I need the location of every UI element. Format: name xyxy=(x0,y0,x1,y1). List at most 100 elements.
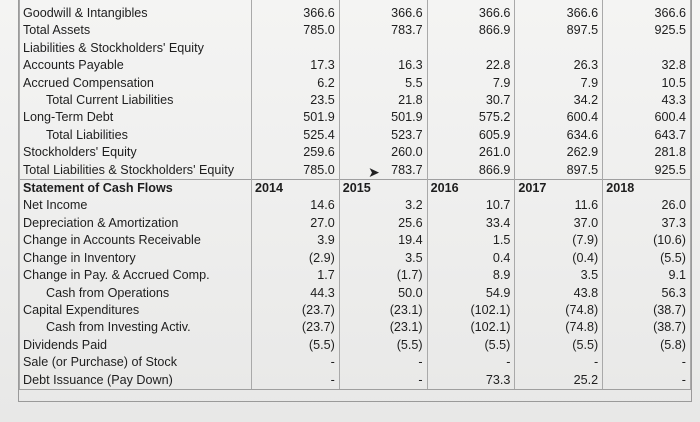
table-row: Long-Term Debt 501.9 501.9 575.2 600.4 600.4 xyxy=(19,109,691,127)
table-row: Stockholders' Equity 259.6 260.0 261.0 262.9… xyxy=(19,144,691,162)
value-cell: 897.5 xyxy=(514,22,604,40)
value-cell: - xyxy=(514,354,604,372)
value-cell: 523.7 xyxy=(338,126,428,145)
row-label: Net Income xyxy=(19,197,252,215)
value-cell: 605.9 xyxy=(426,126,516,145)
value-cell: 925.5 xyxy=(602,161,691,180)
value-cell: (7.9) xyxy=(514,232,604,250)
row-label: Change in Inventory xyxy=(19,249,252,268)
value-cell: (23.1) xyxy=(338,319,428,337)
value-cell: 634.6 xyxy=(514,126,604,145)
value-cell: (5.5) xyxy=(251,336,340,355)
row-label: Capital Expenditures xyxy=(19,301,252,320)
value-cell: (23.1) xyxy=(338,301,428,320)
value-cell: - xyxy=(602,354,691,372)
value-cell: (0.4) xyxy=(514,249,604,268)
row-label: Liabilities & Stockholders' Equity xyxy=(19,39,252,58)
value-cell: - xyxy=(251,354,340,372)
value-cell: - xyxy=(602,371,691,390)
row-label: Long-Term Debt xyxy=(19,109,252,127)
row-label: Debt Issuance (Pay Down) xyxy=(19,371,252,390)
section-title: Statement of Cash Flows xyxy=(19,179,252,198)
table-row: Accrued Compensation 6.2 5.5 7.9 7.9 10.5 xyxy=(19,74,691,93)
value-cell: 23.5 xyxy=(251,92,340,110)
row-label: Change in Pay. & Accrued Comp. xyxy=(19,267,252,285)
value-cell: 643.7 xyxy=(602,126,691,145)
value-cell: 600.4 xyxy=(602,109,691,127)
value-cell: 37.3 xyxy=(602,214,691,233)
value-cell: 21.8 xyxy=(338,92,428,110)
row-label: Dividends Paid xyxy=(19,336,252,355)
value-cell: 19.4 xyxy=(338,232,428,250)
value-cell: - xyxy=(251,371,340,390)
row-label: Total Current Liabilities xyxy=(19,92,252,110)
row-label: Change in Accounts Receivable xyxy=(19,232,252,250)
value-cell xyxy=(514,39,604,58)
value-cell: 33.4 xyxy=(426,214,516,233)
row-label: Accrued Compensation xyxy=(19,74,252,93)
value-cell: 56.3 xyxy=(602,284,691,302)
value-cell: 259.6 xyxy=(251,144,340,162)
value-cell: 8.9 xyxy=(426,267,516,285)
value-cell: (2.9) xyxy=(251,249,340,268)
value-cell: 3.2 xyxy=(338,197,428,215)
value-cell: 0.4 xyxy=(426,249,516,268)
value-cell: 22.8 xyxy=(426,57,516,75)
value-cell: 783.7 xyxy=(338,161,428,180)
value-cell: 366.6 xyxy=(426,0,516,23)
value-cell: (5.8) xyxy=(602,336,691,355)
value-cell: 17.3 xyxy=(251,57,340,75)
value-cell: 366.6 xyxy=(251,0,340,23)
table-row: Total Liabilities 525.4 523.7 605.9 634.6 643… xyxy=(19,126,691,145)
value-cell: (23.7) xyxy=(251,319,340,337)
value-cell: 866.9 xyxy=(426,22,516,40)
value-cell: 366.6 xyxy=(602,0,691,23)
value-cell xyxy=(426,39,516,58)
value-cell: 26.0 xyxy=(602,197,691,215)
value-cell: 26.3 xyxy=(514,57,604,75)
value-cell: 785.0 xyxy=(251,22,340,40)
value-cell: 43.3 xyxy=(602,92,691,110)
value-cell: 785.0 xyxy=(251,161,340,180)
value-cell: 925.5 xyxy=(602,22,691,40)
financial-table: Goodwill & Intangibles 366.6 366.6 366.6 366… xyxy=(19,0,691,390)
table-row: Net Income 14.6 3.2 10.7 11.6 26.0 xyxy=(19,197,691,215)
value-cell: 25.6 xyxy=(338,214,428,233)
value-cell: (5.5) xyxy=(602,249,691,268)
value-cell xyxy=(251,39,340,58)
value-cell: (5.5) xyxy=(426,336,516,355)
value-cell: - xyxy=(338,371,428,390)
value-cell: 7.9 xyxy=(426,74,516,93)
value-cell: 16.3 xyxy=(338,57,428,75)
table-row: Depreciation & Amortization 27.0 25.6 33.4 3… xyxy=(19,214,691,233)
value-cell: 3.5 xyxy=(338,249,428,268)
year-header: 2018 xyxy=(602,179,691,198)
row-label: Cash from Operations xyxy=(19,284,252,302)
row-label: Total Assets xyxy=(19,22,252,40)
value-cell: (38.7) xyxy=(602,301,691,320)
table-row: Sale (or Purchase) of Stock - - - - - xyxy=(19,354,691,372)
value-cell: (23.7) xyxy=(251,301,340,320)
row-label: Total Liabilities xyxy=(19,126,252,145)
value-cell: 1.7 xyxy=(251,267,340,285)
value-cell: 501.9 xyxy=(251,109,340,127)
value-cell: 897.5 xyxy=(514,161,604,180)
table-row: Cash from Investing Activ. (23.7) (23.1) (1… xyxy=(19,319,691,337)
table-row: Goodwill & Intangibles 366.6 366.6 366.6 366… xyxy=(19,0,691,23)
value-cell: 11.6 xyxy=(514,197,604,215)
value-cell xyxy=(602,39,691,58)
value-cell: (102.1) xyxy=(426,301,516,320)
year-header: 2017 xyxy=(514,179,604,198)
value-cell: 866.9 xyxy=(426,161,516,180)
table-row: Debt Issuance (Pay Down) - -73.3 25.2- xyxy=(19,371,691,390)
row-label: Accounts Payable xyxy=(19,57,252,75)
value-cell xyxy=(338,39,428,58)
value-cell: 5.5 xyxy=(338,74,428,93)
value-cell: (74.8) xyxy=(514,301,604,320)
value-cell: (38.7) xyxy=(602,319,691,337)
value-cell: 501.9 xyxy=(338,109,428,127)
cash-flow-header-row: Statement of Cash Flows 2014 2015 2016 2017 2… xyxy=(19,179,691,198)
row-label: Cash from Investing Activ. xyxy=(19,319,252,337)
value-cell: 14.6 xyxy=(251,197,340,215)
